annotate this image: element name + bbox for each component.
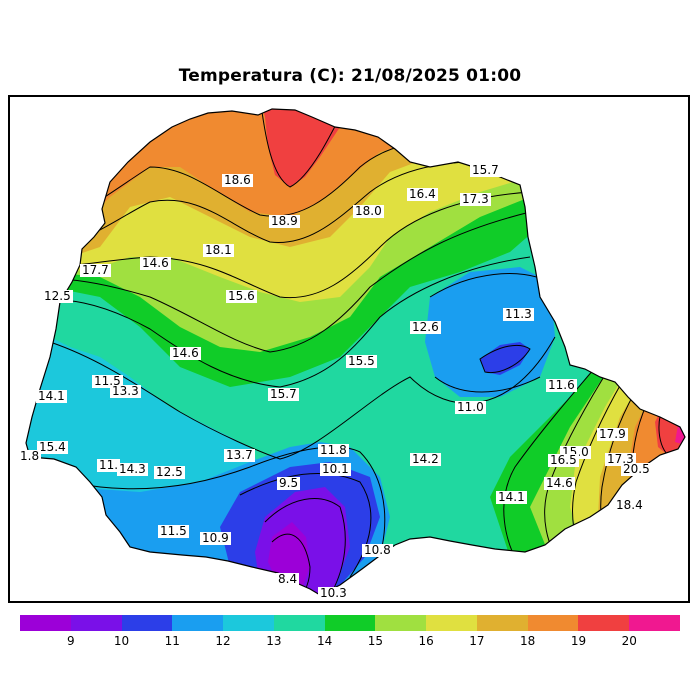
value-label: 15.4: [37, 440, 68, 454]
value-label: 14.2: [410, 452, 441, 466]
value-label: 18.9: [269, 214, 300, 228]
colorbar-tick-label: 9: [66, 634, 75, 648]
colorbar-segment: [273, 615, 326, 631]
value-label: 17.3: [605, 452, 636, 466]
value-label: 14.1: [496, 490, 527, 504]
colorbar: [20, 615, 681, 631]
value-label: 15.7: [470, 163, 501, 177]
colorbar-tick-label: 10: [113, 634, 130, 648]
colorbar-tick-label: 20: [621, 634, 637, 648]
value-label: 11.6: [546, 378, 577, 392]
value-label: 18.6: [222, 173, 253, 187]
colorbar-segment: [426, 615, 478, 631]
value-label: 14.6: [170, 346, 201, 360]
colorbar-segment: [375, 615, 427, 631]
value-label: 15.6: [226, 289, 257, 303]
colorbar-segment: [172, 615, 224, 631]
value-label: 20.5: [621, 462, 652, 476]
value-label: 10.9: [200, 531, 231, 545]
state-outline: [25, 108, 686, 596]
value-label: 16.4: [407, 187, 438, 201]
value-label: 16.5: [548, 453, 579, 467]
colorbar-tick-label: 13: [266, 634, 282, 648]
value-label: 12.5: [42, 289, 73, 303]
value-label: 11.8: [318, 443, 349, 457]
colorbar-tick-label: 14: [316, 634, 333, 648]
value-label: 14.3: [117, 462, 148, 476]
value-label: 9.5: [277, 476, 301, 490]
colorbar-tick-label: 12: [215, 634, 231, 648]
map-title: Temperatura (C): 21/08/2025 01:00: [178, 66, 522, 86]
value-label: 11.0: [455, 400, 486, 414]
colorbar-segment: [629, 615, 681, 631]
value-label: 18.4: [614, 498, 645, 512]
value-label: 11.: [97, 458, 121, 472]
value-label: 17.3: [460, 192, 491, 206]
colorbar-tick-label: 15: [367, 634, 384, 648]
temperature-map: 18.6 15.7 16.4 17.3 18.9 18.0 18.1 17.7 …: [8, 95, 690, 603]
colorbar-segment: [476, 615, 529, 631]
value-label: 17.7: [80, 263, 111, 277]
colorbar-segment: [324, 615, 376, 631]
value-label: 18.0: [353, 204, 384, 218]
value-label: 14.6: [544, 476, 575, 490]
value-label: 14.6: [140, 256, 171, 270]
value-label: 13.3: [110, 384, 141, 398]
value-label: 12.5: [154, 465, 185, 479]
contour-map-svg: [25, 108, 686, 596]
colorbar-tick-label: 11: [164, 634, 180, 648]
colorbar-segment: [578, 615, 630, 631]
colorbar-segment: [20, 615, 72, 631]
colorbar-segment: [527, 615, 579, 631]
value-label: 12.6: [410, 320, 441, 334]
value-label: 10.3: [318, 586, 349, 600]
value-label: 10.1: [320, 462, 351, 476]
value-label: 14.1: [36, 389, 67, 403]
value-label: 18.1: [203, 243, 234, 257]
value-label: 11.5: [92, 374, 123, 388]
colorbar-segment: [70, 615, 123, 631]
value-label: 11.5: [158, 524, 189, 538]
colorbar-tick-label: 17: [469, 634, 485, 648]
value-label: 17.9: [597, 427, 628, 441]
value-label: 1.8: [18, 449, 42, 463]
value-label: 11.3: [503, 307, 534, 321]
value-label: 10.8: [362, 543, 393, 557]
value-label: 8.4: [276, 572, 300, 586]
colorbar-segment: [121, 615, 173, 631]
colorbar-tick-label: 16: [418, 634, 434, 648]
colorbar-tick-label: 19: [570, 634, 587, 648]
value-label: 13.7: [224, 448, 255, 462]
colorbar-segment: [223, 615, 275, 631]
value-label: 15.7: [268, 387, 299, 401]
colorbar-tick-label: 18: [520, 634, 536, 648]
value-label: 15.5: [346, 354, 377, 368]
